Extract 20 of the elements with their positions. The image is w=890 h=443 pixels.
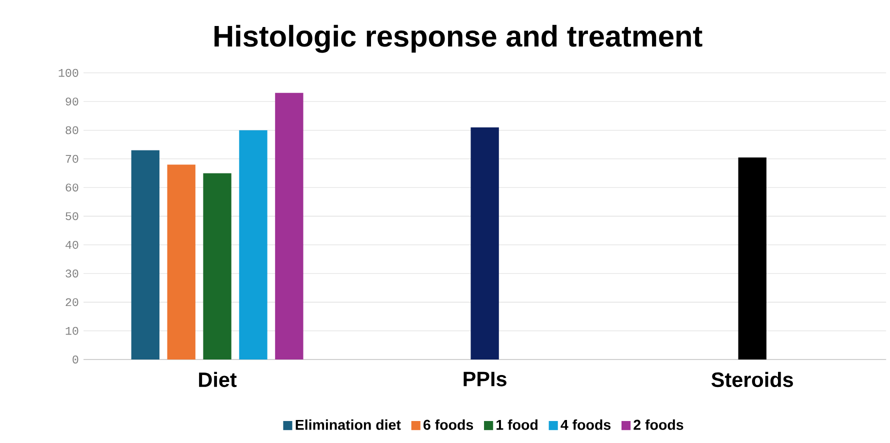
y-tick-label: 40	[66, 240, 78, 249]
legend-label: 2 foods	[634, 419, 684, 430]
y-tick-label: 100	[58, 68, 78, 77]
legend-label: 6 foods	[424, 419, 474, 430]
y-tick-label: 90	[66, 98, 78, 106]
y-tick-label: 10	[66, 326, 78, 335]
legend-label: 4 foods	[560, 419, 611, 430]
chart-title: Histologic response and treatment	[214, 24, 702, 53]
x-tick-label: PPIs	[464, 372, 506, 386]
y-tick-label: 0	[72, 356, 78, 364]
y-tick-label: 50	[66, 212, 78, 220]
y-tick-label: 60	[66, 184, 78, 192]
legend-label: 1 food	[496, 419, 538, 430]
y-tick-label: 70	[66, 154, 78, 163]
y-tick-label: 30	[66, 270, 78, 278]
x-tick-label: Steroids	[711, 372, 793, 388]
x-tick-label: Diet	[199, 372, 237, 388]
y-tick-label: 80	[66, 126, 78, 134]
y-tick-label: 20	[66, 298, 78, 306]
legend-label: Elimination diet	[296, 419, 401, 430]
